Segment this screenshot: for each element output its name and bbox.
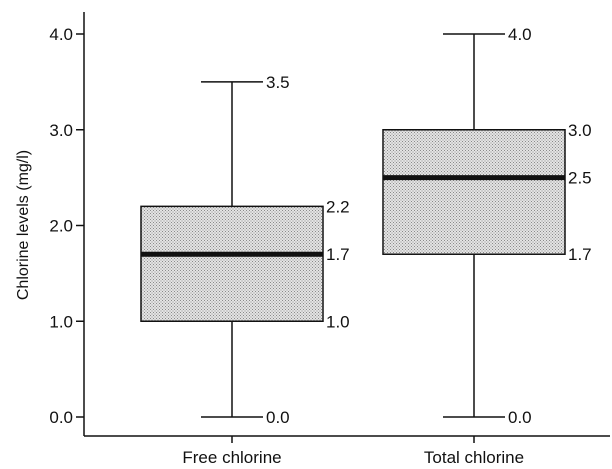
q3-value-label: 3.0 (568, 121, 592, 140)
q3-value-label: 2.2 (326, 197, 350, 216)
y-tick-label: 3.0 (49, 121, 73, 140)
median-value-label: 2.5 (568, 169, 592, 188)
median-value-label: 1.7 (326, 245, 350, 264)
y-tick-label: 0.0 (49, 408, 73, 427)
category-labels: Free chlorine Total chlorine (182, 436, 524, 467)
axes: 0.0 1.0 2.0 3.0 4.0 (49, 12, 610, 437)
min-value-label: 0.0 (266, 408, 290, 427)
y-axis-title: Chlorine levels (mg/l) (15, 150, 32, 300)
box-free-chlorine: 3.5 2.2 1.7 1.0 0.0 (140, 73, 350, 427)
y-tick-label: 4.0 (49, 25, 73, 44)
x-category-label: Free chlorine (182, 448, 281, 467)
iqr-box (140, 205, 324, 323)
iqr-box (382, 129, 566, 255)
max-value-label: 3.5 (266, 73, 290, 92)
x-category-label: Total chlorine (424, 448, 524, 467)
boxes: 3.5 2.2 1.7 1.0 0.0 4.0 3.0 2.5 1.7 0.0 (140, 25, 592, 427)
max-value-label: 4.0 (508, 25, 532, 44)
y-tick-label: 1.0 (49, 312, 73, 331)
q1-value-label: 1.0 (326, 312, 350, 331)
box-total-chlorine: 4.0 3.0 2.5 1.7 0.0 (382, 25, 592, 427)
y-tick-label: 2.0 (49, 217, 73, 236)
min-value-label: 0.0 (508, 408, 532, 427)
q1-value-label: 1.7 (568, 245, 592, 264)
